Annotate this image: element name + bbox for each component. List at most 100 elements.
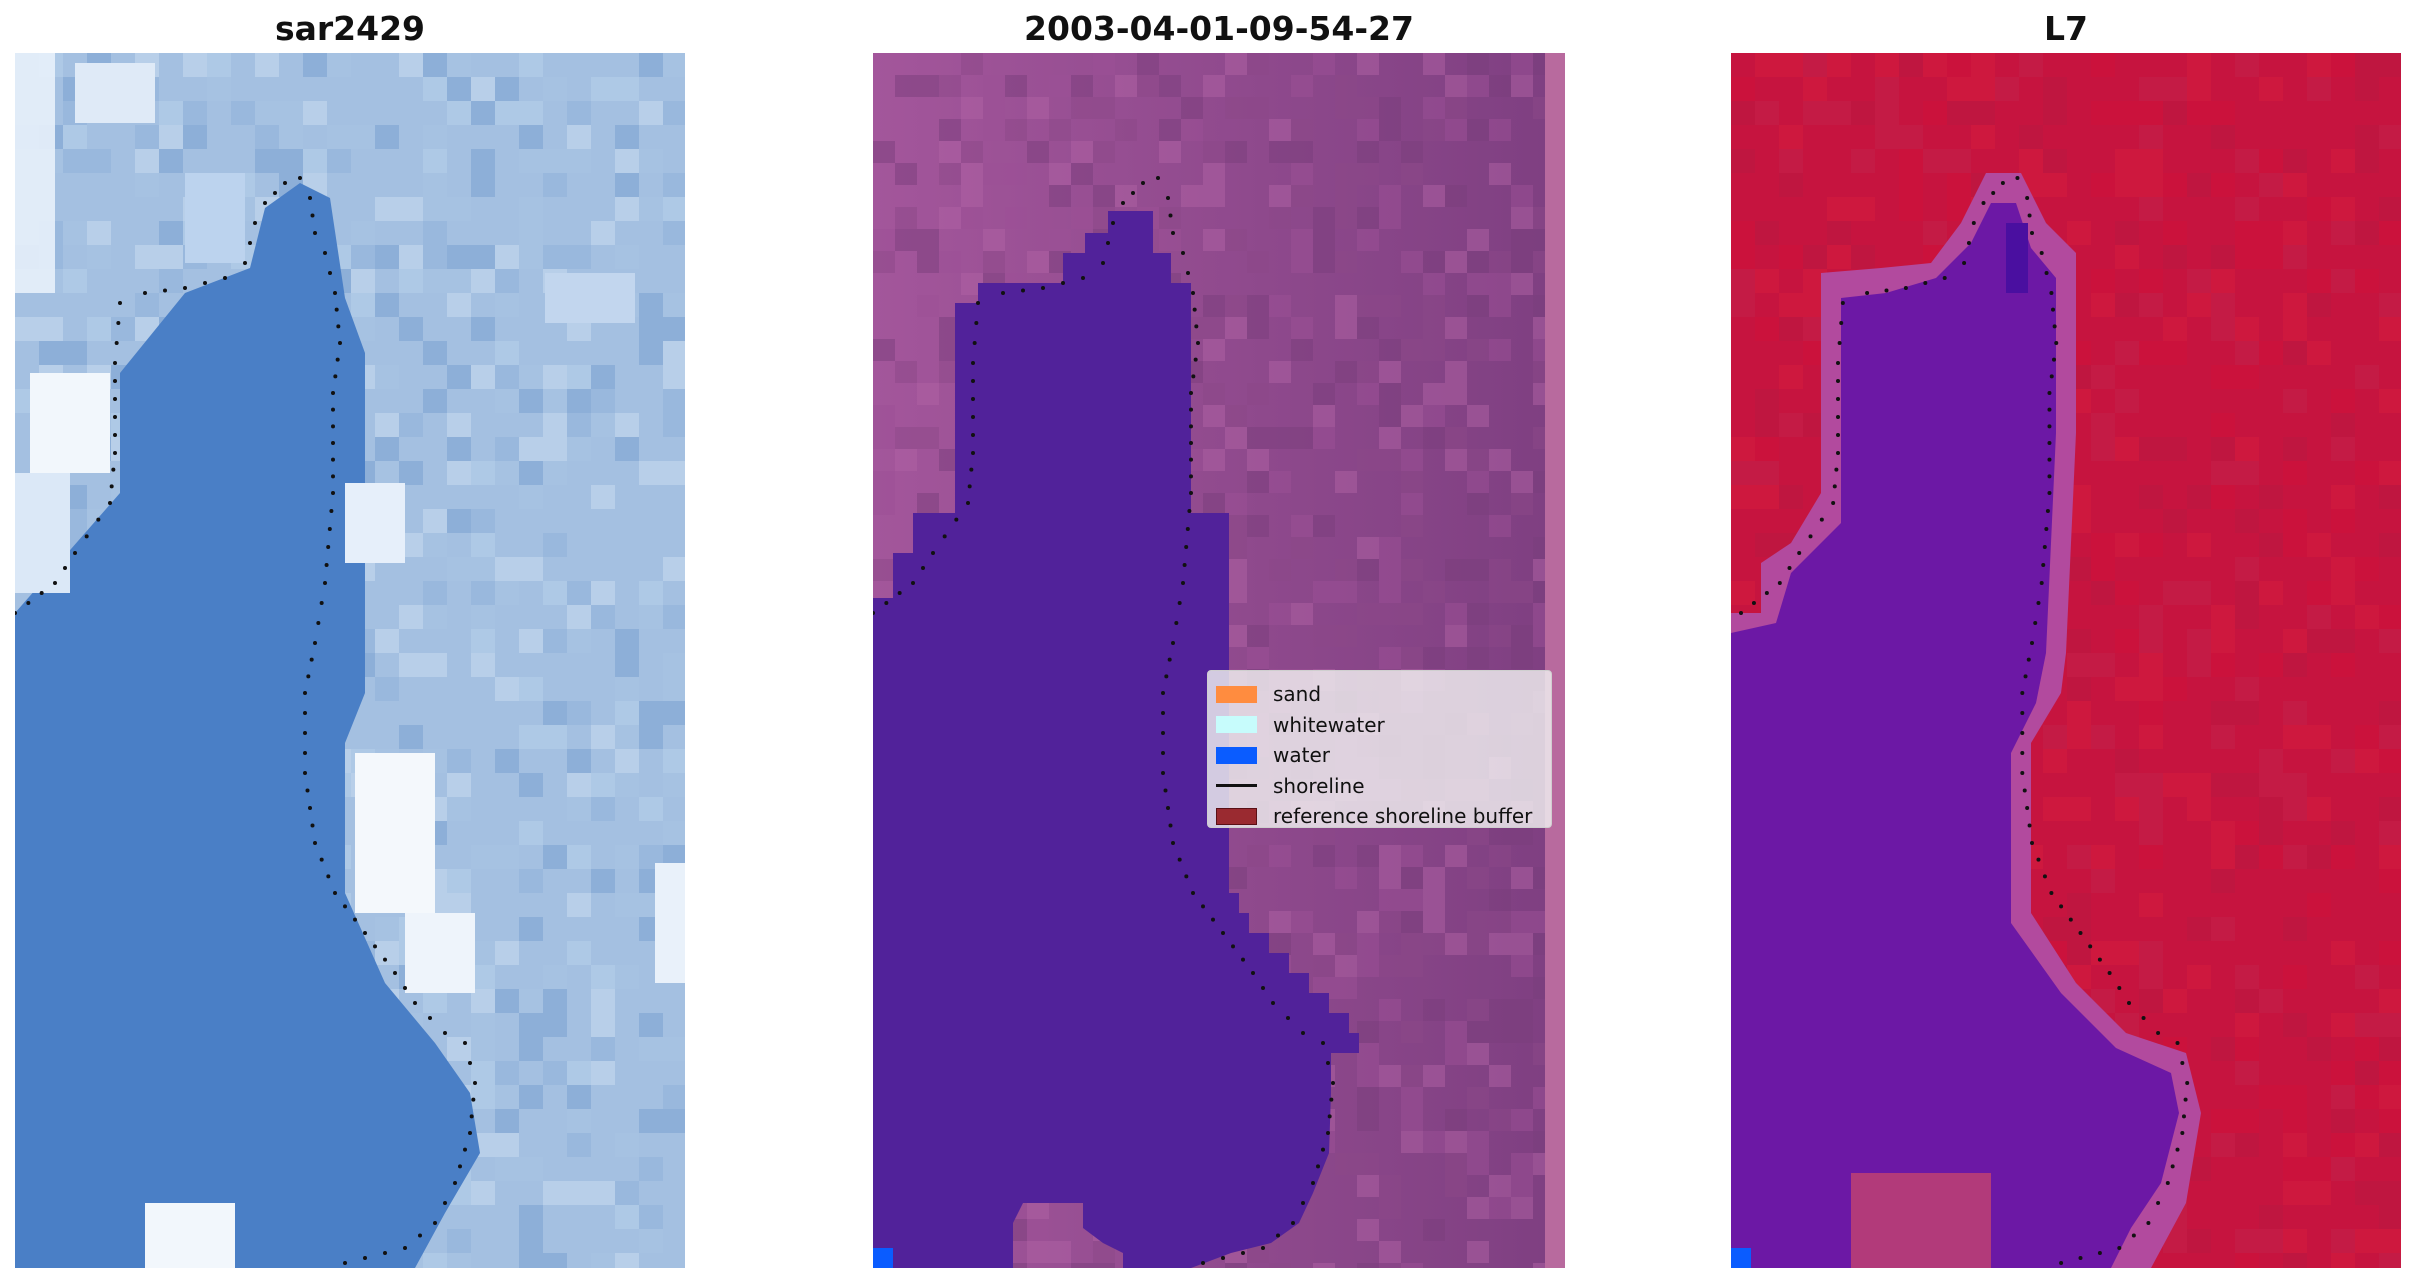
shoreline-dot xyxy=(1101,261,1105,265)
texture-pixel xyxy=(1423,1131,1445,1153)
texture-pixel xyxy=(1489,625,1511,647)
texture-pixel xyxy=(471,1181,495,1205)
texture-pixel xyxy=(1401,515,1423,537)
shoreline-dot xyxy=(1831,501,1836,505)
texture-pixel xyxy=(1379,1241,1401,1263)
texture-pixel xyxy=(519,821,543,845)
shoreline-dot xyxy=(1141,181,1145,185)
texture-pixel xyxy=(1755,461,1779,485)
texture-pixel xyxy=(1335,559,1357,581)
texture-pixel xyxy=(895,75,917,97)
texture-pixel xyxy=(1357,163,1379,185)
texture-pixel xyxy=(591,989,615,1013)
texture-pixel xyxy=(495,269,519,293)
texture-pixel xyxy=(1379,647,1401,669)
texture-pixel xyxy=(567,581,591,605)
texture-pixel xyxy=(495,293,519,317)
texture-pixel xyxy=(663,365,685,389)
texture-pixel xyxy=(207,53,231,77)
texture-pixel xyxy=(1489,295,1511,317)
texture-pixel xyxy=(567,749,591,773)
texture-pixel xyxy=(1115,119,1137,141)
texture-pixel xyxy=(1357,559,1379,581)
panel-title-classified: 2003-04-01-09-54-27 xyxy=(1024,9,1414,48)
shoreline-dot xyxy=(2039,581,2044,585)
texture-pixel xyxy=(2355,365,2379,389)
shoreline-dot xyxy=(1174,621,1179,625)
texture-pixel xyxy=(983,229,1005,251)
texture-pixel xyxy=(2091,365,2115,389)
texture-pixel xyxy=(423,509,447,533)
texture-pixel xyxy=(2355,557,2379,581)
texture-pixel xyxy=(2139,101,2163,125)
texture-pixel xyxy=(1049,75,1071,97)
texture-pixel xyxy=(1291,603,1313,625)
shoreline-dot xyxy=(433,1221,437,1225)
texture-pixel xyxy=(519,773,543,797)
texture-pixel xyxy=(2115,173,2139,197)
texture-pixel xyxy=(1489,119,1511,141)
texture-pixel xyxy=(519,101,543,125)
texture-pixel xyxy=(1379,581,1401,603)
shoreline-dot xyxy=(1836,415,1840,419)
texture-pixel xyxy=(2283,701,2307,725)
texture-pixel xyxy=(543,389,567,413)
texture-pixel xyxy=(1445,361,1467,383)
texture-pixel xyxy=(1203,163,1225,185)
texture-pixel xyxy=(2259,221,2283,245)
texture-pixel xyxy=(1445,1109,1467,1131)
shoreline-dot xyxy=(1966,241,1971,245)
texture-pixel xyxy=(1401,339,1423,361)
texture-pixel xyxy=(873,339,895,361)
texture-pixel xyxy=(1071,163,1093,185)
texture-pixel xyxy=(1851,149,1875,173)
texture-pixel xyxy=(615,749,639,773)
shoreline-dot xyxy=(2097,957,2102,962)
texture-pixel xyxy=(1511,207,1533,229)
shoreline-dot xyxy=(1261,986,1265,990)
texture-pixel xyxy=(2307,293,2331,317)
texture-pixel xyxy=(1247,295,1269,317)
texture-pixel xyxy=(2139,653,2163,677)
texture-pixel xyxy=(1533,1263,1555,1268)
shoreline-dot xyxy=(2181,1114,2186,1119)
texture-pixel xyxy=(543,365,567,389)
texture-pixel xyxy=(1511,53,1533,75)
shoreline-dot xyxy=(1865,291,1870,295)
texture-pixel xyxy=(1247,427,1269,449)
texture-pixel xyxy=(1137,53,1159,75)
shoreline-dot xyxy=(1192,307,1197,312)
legend-item-shoreline: shoreline xyxy=(1216,771,1543,802)
shoreline-dot xyxy=(308,196,312,200)
texture-pixel xyxy=(495,845,519,869)
texture-pixel xyxy=(2187,965,2211,989)
texture-pixel xyxy=(615,653,639,677)
texture-pixel xyxy=(663,557,685,581)
shoreline-dot xyxy=(1903,286,1908,290)
texture-pixel xyxy=(1467,1021,1489,1043)
texture-pixel xyxy=(2259,749,2283,773)
texture-pixel xyxy=(2259,149,2283,173)
shoreline-dot xyxy=(1041,286,1045,290)
shoreline-dot xyxy=(1326,1131,1330,1135)
texture-pixel xyxy=(1335,955,1357,977)
texture-pixel xyxy=(2235,317,2259,341)
texture-pixel xyxy=(1335,471,1357,493)
texture-pixel xyxy=(639,293,663,317)
texture-pixel xyxy=(2211,101,2235,125)
texture-pixel xyxy=(1467,53,1489,75)
texture-pixel xyxy=(2355,149,2379,173)
texture-pixel xyxy=(2331,1253,2355,1268)
texture-pixel xyxy=(2091,869,2115,893)
texture-pixel xyxy=(1269,185,1291,207)
texture-pixel xyxy=(2379,845,2401,869)
texture-pixel xyxy=(471,605,495,629)
texture-pixel xyxy=(2043,149,2067,173)
texture-pixel xyxy=(1379,339,1401,361)
texture-pixel xyxy=(2139,485,2163,509)
texture-pixel xyxy=(471,245,495,269)
texture-pixel xyxy=(2355,1133,2379,1157)
shoreline-dot xyxy=(383,1251,387,1255)
texture-pixel xyxy=(2307,1157,2331,1181)
shoreline-dot xyxy=(1221,931,1225,935)
